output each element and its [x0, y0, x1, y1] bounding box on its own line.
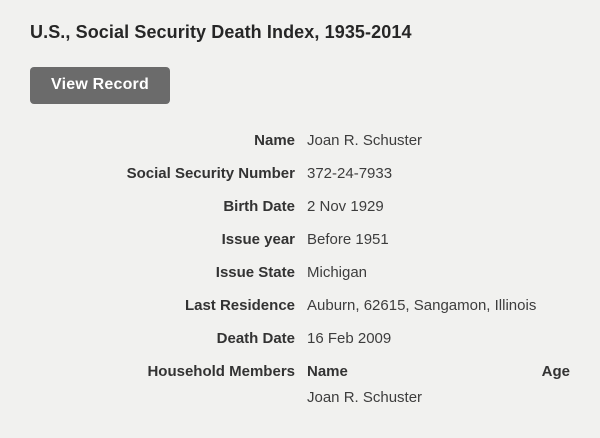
record-row-ssn: Social Security Number 372-24-7933: [30, 164, 570, 183]
field-value: Michigan: [307, 263, 368, 281]
field-label: Name: [254, 131, 295, 149]
field-label: Social Security Number: [126, 164, 295, 182]
field-label: Household Members: [147, 362, 295, 380]
field-value: Joan R. Schuster: [307, 131, 423, 149]
page-title: U.S., Social Security Death Index, 1935-…: [30, 22, 412, 42]
field-value: 2 Nov 1929: [307, 197, 384, 215]
record-row-household-members: Household Members Name Age Joan R. Schus…: [30, 362, 570, 407]
field-label: Issue year: [221, 230, 295, 248]
record-row-issue-year: Issue year Before 1951: [30, 230, 570, 249]
view-record-button[interactable]: View Record: [30, 66, 170, 104]
field-value: 16 Feb 2009: [307, 329, 392, 347]
household-members-table: Name Age Joan R. Schuster: [307, 362, 570, 407]
record-row-death-date: Death Date 16 Feb 2009: [30, 329, 570, 348]
household-member-row: Joan R. Schuster: [307, 388, 423, 406]
record-row-name: Name Joan R. Schuster: [30, 131, 570, 150]
record-preview-panel: U.S., Social Security Death Index, 1935-…: [30, 22, 570, 407]
field-label: Issue State: [215, 263, 295, 281]
field-value: Auburn, 62615, Sangamon, Illinois: [307, 296, 537, 314]
record-row-issue-state: Issue State Michigan: [30, 263, 570, 282]
record-row-last-residence: Last Residence Auburn, 62615, Sangamon, …: [30, 296, 570, 315]
record-row-birth-date: Birth Date 2 Nov 1929: [30, 197, 570, 216]
field-label: Death Date: [216, 329, 295, 347]
field-label: Last Residence: [184, 296, 295, 314]
field-label: Birth Date: [223, 197, 295, 215]
record-field-table: Name Joan R. Schuster Social Security Nu…: [30, 131, 570, 407]
household-age-column-header: Age: [541, 362, 570, 380]
field-value: 372-24-7933: [307, 164, 393, 182]
household-name-column-header: Name: [307, 362, 348, 380]
household-members-header: Name Age: [307, 362, 570, 381]
field-value: Before 1951: [307, 230, 389, 248]
